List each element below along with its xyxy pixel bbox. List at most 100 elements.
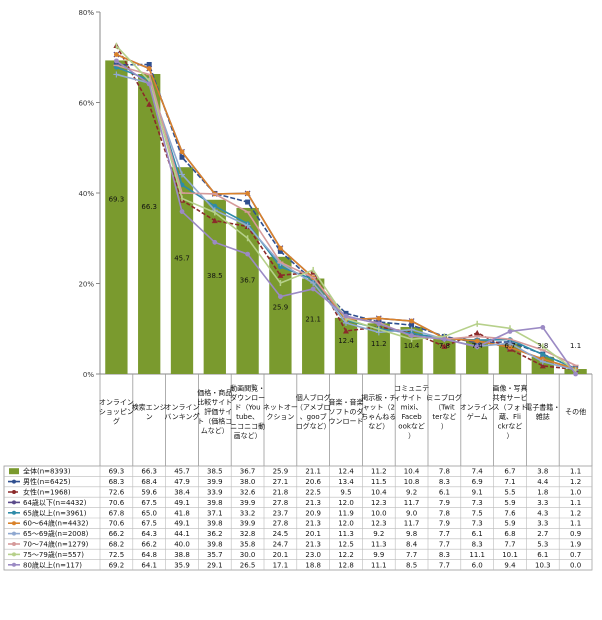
- bar: [236, 207, 259, 374]
- bar: [203, 199, 226, 374]
- legend-key: [9, 468, 19, 475]
- data-table-cell: 33.9: [207, 489, 223, 497]
- series-point: [278, 294, 283, 300]
- data-table-cell: 1.2: [570, 478, 581, 486]
- category-label-line: ト（価格コ: [197, 417, 232, 426]
- data-table-cell: 65.0: [141, 509, 157, 517]
- data-table-cell: 68.4: [141, 478, 157, 486]
- data-table-cell: 10.0: [371, 509, 387, 517]
- data-table-cell: 11.3: [371, 541, 387, 549]
- data-table-cell: 20.1: [305, 530, 321, 538]
- series-point: [278, 264, 283, 270]
- category-label-line: 動画閲覧・: [230, 383, 265, 392]
- data-table-cell: 27.8: [273, 499, 289, 507]
- data-table-cell: 3.8: [537, 468, 548, 476]
- data-table-cell: 7.7: [504, 541, 515, 549]
- data-table-cell: 69.2: [109, 561, 125, 569]
- data-table-cell: 6.8: [504, 530, 515, 538]
- legend-label: 女性(n=1968): [23, 488, 71, 497]
- data-table-cell: 9.0: [406, 509, 417, 517]
- category-label-line: など）: [368, 422, 389, 430]
- category-label-line: （アメブロ: [296, 402, 331, 411]
- data-table-cell: 6.1: [472, 530, 483, 538]
- data-table-cell: 12.3: [371, 520, 387, 528]
- data-table-cell: 72.5: [109, 551, 125, 559]
- series-point: [474, 338, 480, 344]
- series-point: [179, 171, 185, 178]
- data-table-cell: 4.4: [537, 478, 549, 486]
- category-label-line: ムなど）: [201, 427, 229, 435]
- bar: [367, 323, 390, 374]
- data-table-cell: 11.2: [371, 468, 387, 476]
- series-point: [474, 344, 480, 350]
- category-label-line: 雑誌: [536, 412, 550, 421]
- series-point: [278, 245, 283, 251]
- category-label-line: ネットオー: [263, 403, 298, 411]
- series-point: [507, 340, 513, 347]
- data-table-cell: 38.5: [207, 468, 223, 476]
- data-table-cell: 66.2: [109, 530, 125, 538]
- data-label: 11.2: [371, 340, 387, 348]
- data-table-cell: 29.1: [207, 561, 223, 569]
- data-table-cell: 49.1: [174, 499, 190, 507]
- data-table-cell: 9.4: [504, 561, 516, 569]
- data-table-cell: 6.1: [537, 551, 548, 559]
- data-label: 45.7: [174, 254, 190, 262]
- series-point: [244, 222, 251, 229]
- data-table-cell: 20.9: [305, 509, 321, 517]
- series-point: [539, 362, 546, 369]
- data-table-cell: 9.2: [373, 530, 384, 538]
- data-table-cell: 11.1: [469, 551, 485, 559]
- data-table-cell: 11.5: [371, 478, 387, 486]
- category-label-line: ゲーム: [467, 412, 488, 421]
- category-label-line: tube、: [236, 413, 259, 421]
- data-table-cell: 5.5: [504, 489, 515, 497]
- y-tick-label: 60%: [78, 100, 94, 108]
- category-label-line: ド（You: [235, 403, 261, 411]
- category-label-line: 比較サイト: [197, 398, 232, 407]
- data-table-cell: 24.5: [273, 530, 289, 538]
- series-point: [114, 58, 119, 64]
- series-point: [573, 371, 578, 377]
- legend-label: 60～64歳(n=4432): [23, 519, 89, 528]
- y-tick-label: 0%: [83, 371, 94, 379]
- data-table-cell: 7.5: [472, 509, 483, 517]
- legend-label: 全体(n=8393): [23, 467, 71, 476]
- legend-key-marker: [12, 552, 16, 557]
- data-table-cell: 67.8: [109, 509, 125, 517]
- data-table-cell: 23.0: [305, 551, 321, 559]
- category-label-line: その他: [565, 407, 586, 416]
- data-table-cell: 11.1: [371, 561, 387, 569]
- data-table-cell: 38.8: [174, 551, 190, 559]
- category-label-line: オンライン: [460, 403, 495, 411]
- series-point: [277, 272, 284, 278]
- data-table-cell: 7.9: [439, 520, 450, 528]
- data-table-cell: 22.5: [305, 489, 321, 497]
- legend-key-marker: [12, 531, 16, 536]
- data-table-cell: 38.0: [240, 478, 256, 486]
- category-label-line: ちゃんねる: [361, 413, 396, 421]
- legend-key-marker: [12, 562, 16, 567]
- category-label-line: ckrなど: [498, 422, 523, 430]
- category-label-line: 画像・写真: [493, 383, 528, 392]
- data-label: 66.3: [141, 203, 157, 211]
- series-point: [113, 71, 120, 78]
- data-table-cell: 7.6: [504, 509, 516, 517]
- data-table-cell: 35.7: [207, 551, 223, 559]
- series-point: [343, 328, 349, 334]
- data-table-cell: 7.1: [504, 478, 515, 486]
- category-label-line: ウンロード: [329, 418, 364, 426]
- data-table-cell: 68.2: [109, 541, 125, 549]
- data-table-cell: 12.0: [338, 499, 354, 507]
- data-table-cell: 7.8: [439, 509, 450, 517]
- series-point: [310, 286, 316, 292]
- data-table-cell: 32.6: [240, 489, 256, 497]
- category-label-line: 画など）: [234, 432, 262, 440]
- data-table-cell: 39.8: [207, 499, 223, 507]
- data-table-cell: 6.9: [472, 478, 483, 486]
- data-table-cell: 10.3: [535, 561, 551, 569]
- data-table-cell: 5.3: [537, 541, 548, 549]
- legend-label: 75～79歳(n=557): [23, 550, 84, 559]
- data-table-cell: 7.9: [439, 499, 450, 507]
